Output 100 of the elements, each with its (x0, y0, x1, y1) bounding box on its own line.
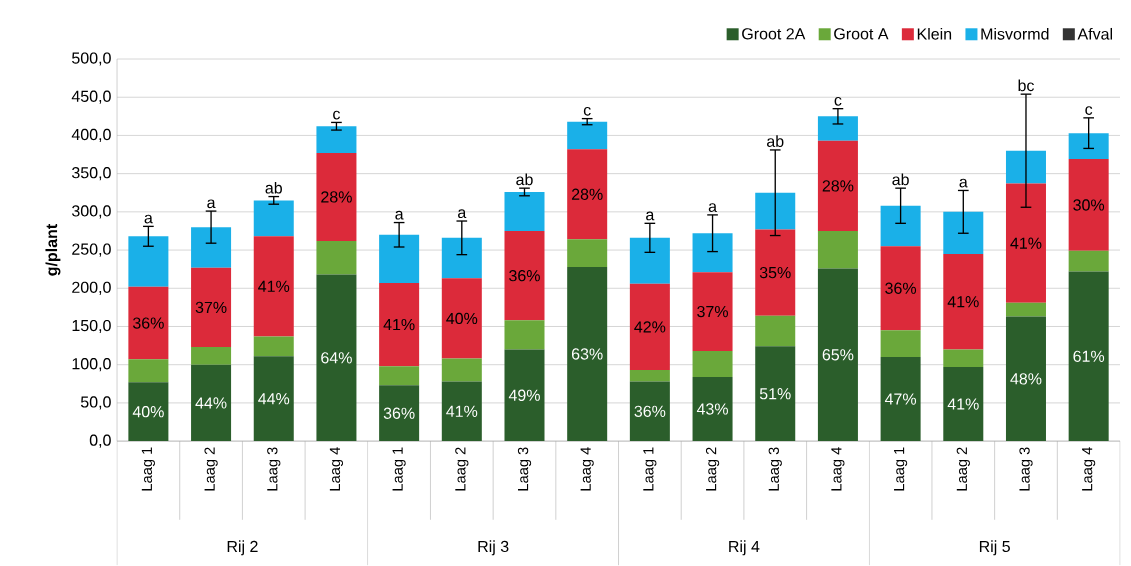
x-tick-label: Laag 3 (1019, 447, 1033, 491)
x-tick-label: Laag 2 (956, 447, 970, 491)
bar (379, 282, 420, 367)
x-tick-label: Laag 4 (1082, 447, 1096, 491)
x-tick-label: Laag 1 (141, 447, 155, 491)
bar (504, 230, 545, 321)
bar (504, 320, 545, 350)
y-tick-label: 350,0 (72, 166, 111, 181)
y-tick-label: 150,0 (72, 319, 111, 334)
bar (128, 236, 169, 287)
bar (1068, 250, 1109, 272)
bar (880, 205, 921, 247)
x-tick-label: Laag 2 (705, 447, 720, 491)
bar (692, 350, 733, 377)
bar (817, 116, 858, 141)
bar (755, 192, 796, 230)
y-tick-label: 50,0 (80, 396, 111, 410)
bar (316, 240, 357, 275)
annotation: c (1085, 106, 1093, 115)
annotation: 35% (759, 266, 791, 279)
bar (504, 349, 545, 442)
bar (191, 267, 232, 348)
annotation: 28% (571, 188, 603, 200)
bar (817, 230, 858, 269)
annotation: 40% (132, 405, 164, 418)
annotation: 61% (1073, 350, 1105, 362)
annotation: 28% (822, 180, 854, 192)
bar (379, 385, 420, 442)
bar (755, 346, 796, 442)
bar (567, 266, 608, 442)
bar (1068, 159, 1109, 251)
bar (1068, 271, 1109, 442)
annotation: a (959, 178, 968, 188)
annotation: a (458, 209, 467, 218)
annotation: 41% (947, 398, 979, 410)
bar (504, 191, 545, 231)
bar (253, 200, 294, 237)
bar (128, 382, 169, 442)
annotation: 48% (1010, 373, 1042, 385)
annotation: 41% (1010, 237, 1042, 249)
bar (880, 246, 921, 331)
annotation: 28% (321, 191, 352, 203)
annotation: 63% (571, 348, 603, 360)
bar (441, 358, 482, 382)
bar (253, 236, 294, 337)
annotation: 65% (822, 349, 854, 361)
bar (316, 152, 357, 241)
bar (441, 278, 482, 359)
annotation: 43% (696, 403, 728, 415)
x-tick-label: Laag 4 (580, 447, 594, 491)
annotation: bc (1018, 79, 1034, 92)
bar (755, 229, 796, 316)
bar (253, 356, 294, 442)
bar (880, 330, 921, 357)
bar (943, 366, 984, 442)
annotation: ab (265, 181, 282, 194)
legend-label: Groot 2A (742, 28, 806, 40)
bar (316, 126, 357, 153)
bar (316, 274, 357, 442)
annotation: ab (892, 173, 909, 186)
annotation: 51% (759, 388, 791, 400)
annotation: 41% (947, 295, 979, 308)
bar (441, 237, 482, 279)
bar (943, 253, 984, 350)
bar (567, 149, 608, 240)
bar (692, 376, 733, 442)
annotation: ab (516, 173, 533, 186)
annotation: c (583, 106, 591, 116)
legend-label: Afval (1077, 27, 1112, 40)
bar (567, 121, 608, 150)
x-tick-label: Laag 3 (267, 447, 281, 491)
annotation: 64% (321, 352, 352, 364)
y-tick-label: 250,0 (72, 243, 111, 257)
bar (379, 234, 420, 283)
annotation: 36% (509, 269, 540, 282)
bar (943, 211, 984, 254)
annotation: 37% (697, 305, 728, 318)
text: Rij 3 (478, 540, 509, 556)
bar (629, 237, 670, 284)
x-tick-label: Laag 3 (768, 447, 782, 491)
bar (1068, 133, 1109, 160)
text: Rij 5 (979, 540, 1010, 556)
bar (692, 233, 733, 273)
annotation: 44% (195, 397, 227, 409)
y-tick-label: 0,0 (89, 434, 111, 448)
annotation: 41% (258, 280, 290, 292)
annotation: 36% (634, 405, 666, 417)
bar (1005, 302, 1046, 317)
annotation: a (708, 203, 717, 212)
bar (1005, 150, 1046, 184)
annotation: 41% (383, 318, 415, 331)
annotation: 41% (446, 405, 478, 417)
bar (755, 315, 796, 347)
bar (943, 349, 984, 367)
x-tick-label: Laag 2 (204, 447, 218, 491)
annotation: 30% (1073, 199, 1105, 211)
annotation: c (834, 96, 842, 106)
annotation: 36% (885, 282, 917, 294)
bar (629, 369, 670, 382)
x-tick-label: Laag 4 (831, 447, 845, 491)
